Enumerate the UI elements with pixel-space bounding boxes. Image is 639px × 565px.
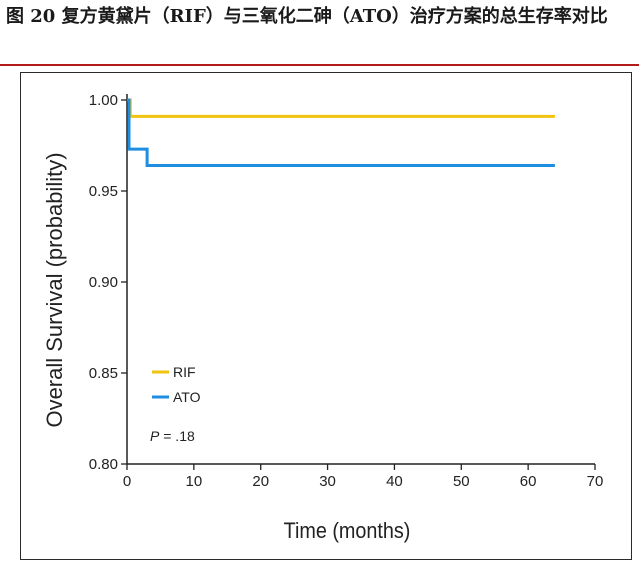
- y-tick-label: 0.90: [89, 274, 118, 291]
- y-tick-label: 1.00: [89, 92, 118, 109]
- legend-label-ato: ATO: [173, 389, 201, 405]
- x-tick-label: 20: [252, 473, 269, 490]
- x-tick-label: 50: [453, 473, 470, 490]
- legend-label-rif: RIF: [173, 364, 196, 380]
- x-tick-label: 30: [319, 473, 336, 490]
- x-tick-label: 40: [386, 473, 403, 490]
- series-layer: [127, 98, 555, 167]
- series-line-ato: [127, 98, 555, 167]
- chart-frame: [20, 72, 632, 560]
- x-tick-label: 0: [123, 473, 131, 490]
- figure-caption: 图 20 复方黄黛片（RIF）与三氧化二砷（ATO）治疗方案的总生存率对比: [6, 6, 608, 27]
- x-tick-label: 60: [520, 473, 537, 490]
- y-tick-label: 0.80: [89, 456, 118, 473]
- y-tick-label: 0.95: [89, 183, 118, 200]
- p-value-text: = .18: [159, 428, 195, 444]
- p-value-annotation: P = .18: [150, 428, 195, 444]
- caption-divider: [0, 64, 639, 66]
- chart-axes: 0 10 20 30 40 50 60 70 0.80 0.85 0.90 0.95 1.00: [89, 92, 604, 490]
- p-value-label: P: [150, 428, 160, 444]
- legend: RIF ATO: [152, 364, 201, 405]
- y-axis-title: Overall Survival (probability): [42, 152, 67, 427]
- x-tick-label: 10: [186, 473, 203, 490]
- y-tick-label: 0.85: [89, 365, 118, 382]
- series-line-rif: [127, 98, 555, 118]
- x-axis-title: Time (months): [284, 519, 411, 543]
- x-tick-label: 70: [587, 473, 604, 490]
